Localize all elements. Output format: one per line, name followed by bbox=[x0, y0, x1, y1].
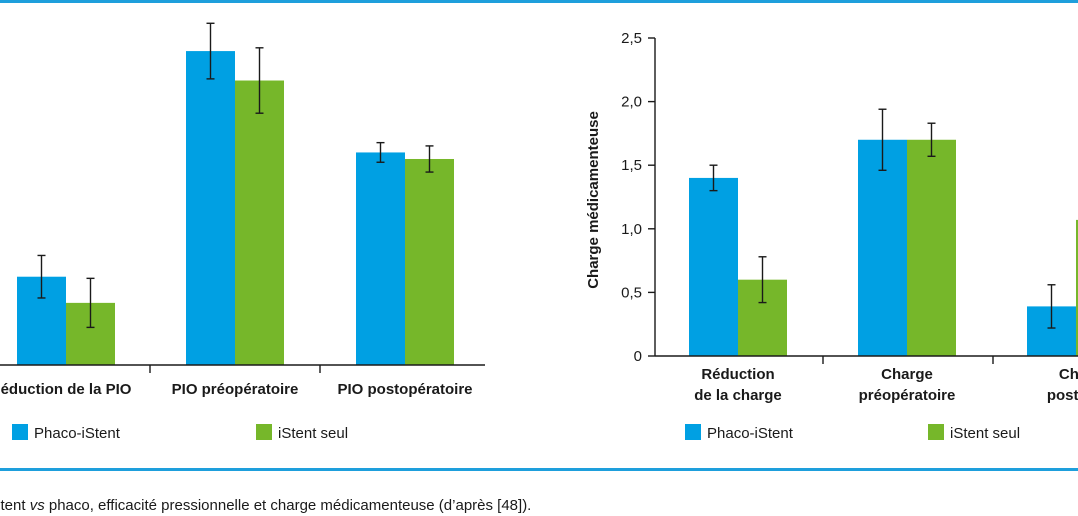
pio-bar-istent-seul-2 bbox=[405, 158, 454, 365]
charge-bar-istent-seul-2 bbox=[1076, 219, 1078, 356]
charts-canvas: éduction de la PIO PIO préopératoire PIO p… bbox=[0, 22, 1078, 442]
charge-category-label-line-1-0: Charge bbox=[881, 366, 933, 383]
charge-category-label-1: Charge préopératoire bbox=[859, 366, 956, 404]
pio-bar-istent-seul-1 bbox=[235, 80, 284, 365]
charge-y-tick-label-4: 2,0 bbox=[621, 94, 642, 111]
charge-category-label-line-2-1: postopé bbox=[1047, 387, 1078, 404]
charge-bar-istent-seul-1 bbox=[907, 139, 956, 356]
caption-vs: vs bbox=[29, 497, 45, 514]
charge-bar-phaco-istent-1 bbox=[858, 139, 907, 356]
pio-category-label-1: PIO préopératoire bbox=[172, 381, 299, 398]
charge-category-label-line-2-0: Char bbox=[1059, 366, 1078, 383]
pio-bar-phaco-istent-2 bbox=[356, 152, 405, 365]
chart-pio: éduction de la PIO PIO préopératoire PIO p… bbox=[0, 22, 485, 442]
pio-category-label-2: PIO postopératoire bbox=[337, 381, 472, 398]
charge-legend-label-phaco-istent: Phaco-iStent bbox=[707, 425, 794, 442]
charge-bar-phaco-istent-0 bbox=[689, 177, 738, 356]
charge-legend-swatch-phaco-istent bbox=[685, 424, 701, 440]
pio-category-label-0: éduction de la PIO bbox=[1, 381, 132, 398]
chart-charge: 0 0,5 1,0 1,5 2,0 2,5 Charge médicamenteuse Réd… bbox=[585, 30, 1078, 442]
pio-legend-label-istent-seul: iStent seul bbox=[278, 425, 348, 442]
charge-y-tick-label-2: 1,0 bbox=[621, 221, 642, 238]
charge-category-label-line-1-1: préopératoire bbox=[859, 387, 956, 404]
charge-y-tick-label-3: 1,5 bbox=[621, 157, 642, 174]
pio-bar-phaco-istent-1 bbox=[186, 51, 235, 366]
pio-category-label-line-2-0: PIO postopératoire bbox=[337, 381, 472, 398]
charge-legend-label-istent-seul: iStent seul bbox=[950, 425, 1020, 442]
figure-caption: stent vs phaco, efficacité pressionnelle… bbox=[0, 497, 1071, 514]
charge-category-label-0: Réduction de la charge bbox=[694, 366, 782, 404]
caption-part-2: phaco, efficacité pressionnelle et charg… bbox=[44, 497, 532, 514]
pio-legend-swatch-phaco-istent bbox=[12, 424, 28, 440]
pio-legend-swatch-istent-seul bbox=[256, 424, 272, 440]
pio-category-label-line-1-0: PIO préopératoire bbox=[172, 381, 299, 398]
charge-legend-swatch-istent-seul bbox=[928, 424, 944, 440]
charge-y-tick-label-5: 2,5 bbox=[621, 30, 642, 47]
top-rule bbox=[0, 0, 1078, 3]
charge-category-label-2: Char postopé bbox=[1047, 366, 1078, 404]
bottom-rule bbox=[0, 468, 1078, 471]
charge-category-label-line-0-0: Réduction bbox=[701, 366, 774, 383]
charge-y-axis-label: Charge médicamenteuse bbox=[585, 111, 602, 289]
charge-y-tick-label-0: 0 bbox=[634, 348, 642, 365]
caption-part-1: stent bbox=[0, 497, 26, 514]
pio-category-label-line-0-0: éduction de la PIO bbox=[1, 381, 132, 398]
pio-legend-label-phaco-istent: Phaco-iStent bbox=[34, 425, 121, 442]
charge-y-tick-label-1: 0,5 bbox=[621, 284, 642, 301]
charge-category-label-line-0-1: de la charge bbox=[694, 387, 782, 404]
